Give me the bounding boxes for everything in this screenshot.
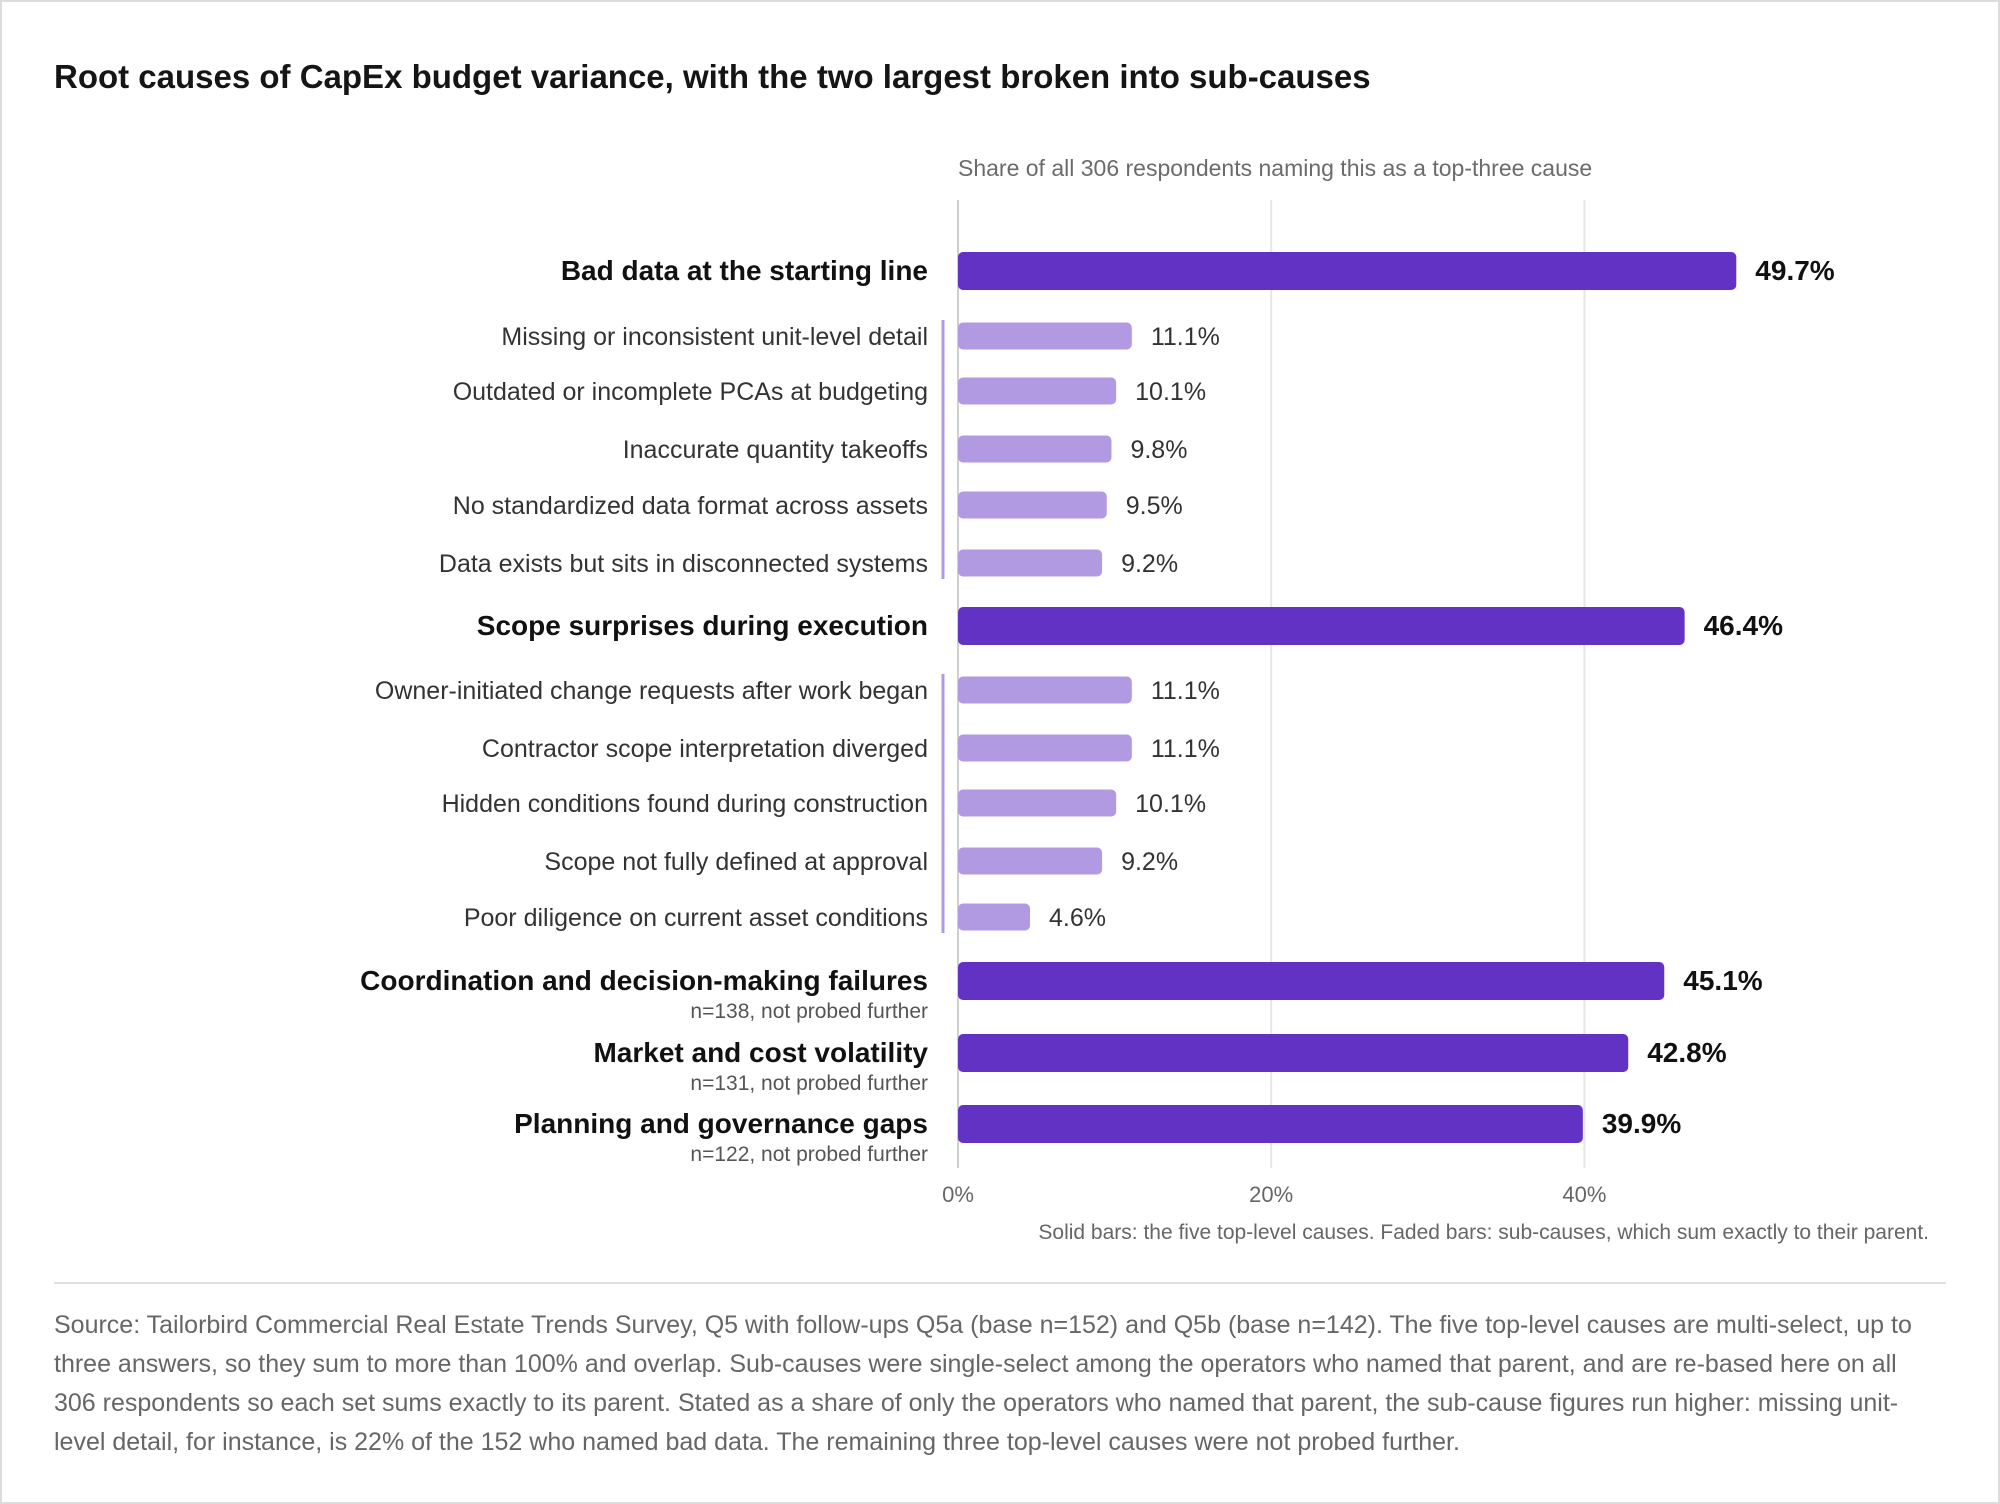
data-label: 11.1% [1151,677,1220,705]
bar-sub-cause [958,549,1103,577]
bar-sub-cause [958,377,1117,405]
category-label: Market and cost volatility [593,1037,928,1068]
sub-category-label: No standardized data format across asset… [453,492,928,520]
sub-category-label: Missing or inconsistent unit-level detai… [501,323,928,351]
data-label: 9.2% [1121,848,1178,876]
data-label: 9.8% [1130,436,1187,464]
source-note: Source: Tailorbird Commercial Real Estat… [54,1311,1912,1456]
bar-top-level [958,1105,1583,1143]
x-axis-ticks: 0% 20% 40% [942,1182,1606,1207]
data-label: 45.1% [1683,965,1762,996]
sub-category-label: Inaccurate quantity takeoffs [623,436,928,464]
bar-sub-cause [958,734,1132,762]
data-label: 10.1% [1135,790,1206,818]
bar-sub-cause [958,491,1107,519]
data-label: 11.1% [1151,323,1220,351]
sub-category-label: Contractor scope interpretation diverged [482,735,928,763]
bar-sub-cause [958,847,1103,875]
sub-category-label: Scope not fully defined at approval [544,848,928,876]
data-label: 9.5% [1126,492,1183,520]
category-note: n=138, not probed further [690,1000,928,1023]
sub-category-label: Data exists but sits in disconnected sys… [439,550,928,578]
bar-sub-cause [958,676,1132,704]
legend-note: Solid bars: the five top-level causes. F… [1038,1221,1929,1244]
category-label: Coordination and decision-making failure… [360,965,928,996]
sub-category-label: Outdated or incomplete PCAs at budgeting [453,378,928,406]
data-label: 49.7% [1755,255,1834,286]
bar-sub-cause [958,789,1117,817]
bar-top-level [958,607,1685,645]
category-label: Planning and governance gaps [514,1108,928,1139]
bars: Bad data at the starting line 49.7% Missin… [360,252,1835,1166]
x-tick-label: 20% [1249,1182,1293,1207]
x-tick-label: 40% [1562,1182,1606,1207]
chart-title: Root causes of CapEx budget variance, wi… [54,58,1371,95]
data-label: 42.8% [1647,1037,1726,1068]
data-label: 46.4% [1704,610,1783,641]
data-label: 11.1% [1151,735,1220,763]
bar-sub-cause [958,322,1132,350]
category-note: n=131, not probed further [690,1072,928,1095]
sub-category-label: Hidden conditions found during construct… [442,790,928,818]
bar-sub-cause [958,435,1112,463]
data-label: 4.6% [1049,904,1106,932]
sub-category-label: Poor diligence on current asset conditio… [464,904,928,932]
bar-top-level [958,252,1737,290]
category-label: Scope surprises during execution [477,610,928,641]
data-label: 39.9% [1602,1108,1681,1139]
data-label: 9.2% [1121,550,1178,578]
category-note: n=122, not probed further [690,1143,928,1166]
data-label: 10.1% [1135,378,1206,406]
bar-sub-cause [958,903,1031,931]
axis-subtitle: Share of all 306 respondents naming this… [958,155,1592,181]
bar-top-level [958,1034,1629,1072]
x-tick-label: 0% [942,1182,974,1207]
category-label: Bad data at the starting line [561,255,928,286]
sub-category-label: Owner-initiated change requests after wo… [375,677,928,705]
bar-top-level [958,962,1665,1000]
